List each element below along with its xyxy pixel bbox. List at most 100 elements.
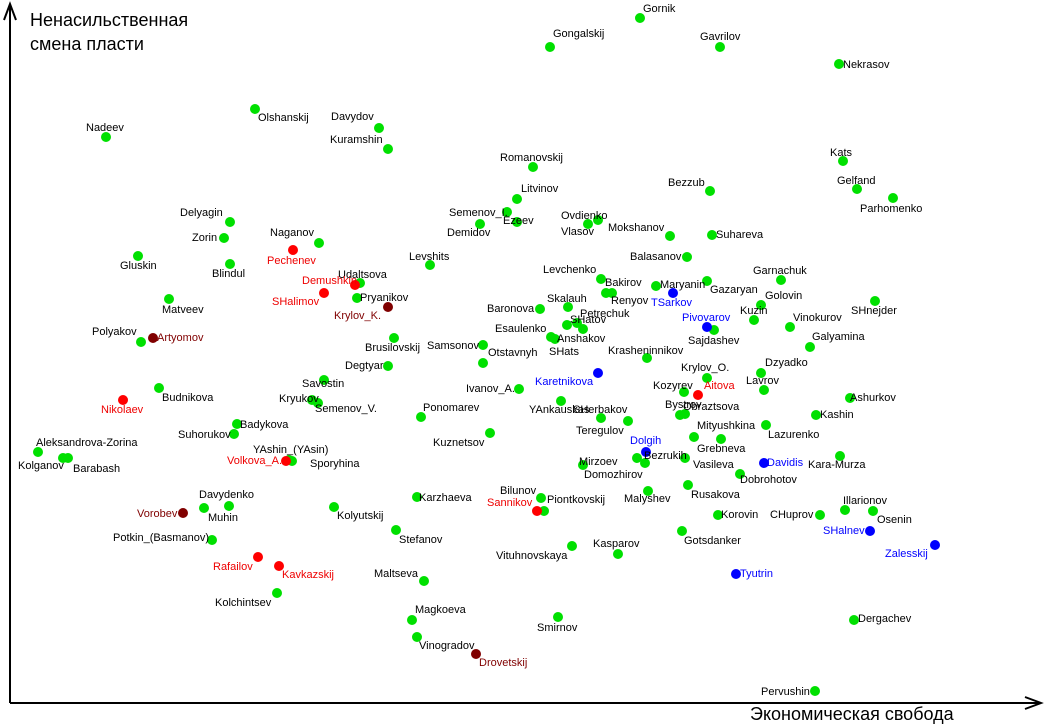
point bbox=[164, 294, 174, 304]
point bbox=[133, 251, 143, 261]
point-label: Aleksandrova-Zorina bbox=[36, 437, 138, 449]
point bbox=[563, 302, 573, 312]
point-label: Golovin bbox=[765, 290, 802, 302]
point bbox=[232, 419, 242, 429]
point-label: Samsonov bbox=[427, 340, 479, 352]
point-label: Stefanov bbox=[399, 534, 443, 546]
point-label: Karetnikova bbox=[535, 376, 594, 388]
point bbox=[632, 453, 642, 463]
point-label: Ezeev bbox=[503, 215, 534, 227]
point-label: Badykova bbox=[240, 419, 289, 431]
point-label: Pryanikov bbox=[360, 292, 409, 304]
point-label: Artyomov bbox=[157, 332, 204, 344]
point-label: Piontkovskij bbox=[547, 494, 605, 506]
point bbox=[419, 576, 429, 586]
point bbox=[849, 615, 859, 625]
point-label: Davydov bbox=[331, 111, 374, 123]
point bbox=[759, 458, 769, 468]
point bbox=[651, 281, 661, 291]
point-label: Bakirov bbox=[605, 277, 642, 289]
point-label: SHerbakov bbox=[573, 404, 628, 416]
point-label: Osenin bbox=[877, 514, 912, 526]
point-label: Matveev bbox=[162, 304, 204, 316]
point bbox=[556, 396, 566, 406]
point-label: Polyakov bbox=[92, 326, 137, 338]
point bbox=[815, 510, 825, 520]
point-label: Mirzoev bbox=[579, 456, 618, 468]
point-label: Vorobev bbox=[137, 508, 178, 520]
point-label: Naganov bbox=[270, 227, 315, 239]
point bbox=[535, 304, 545, 314]
point-label: Mityushkina bbox=[697, 420, 756, 432]
point-label: Gongalskij bbox=[553, 28, 604, 40]
point-label: Savostin bbox=[302, 378, 344, 390]
point bbox=[319, 375, 329, 385]
point-label: Dergachev bbox=[858, 613, 912, 625]
point bbox=[225, 259, 235, 269]
point bbox=[707, 230, 717, 240]
point bbox=[702, 276, 712, 286]
point-label: Gornik bbox=[643, 3, 676, 15]
point bbox=[407, 615, 417, 625]
point bbox=[33, 447, 43, 457]
point-label: Ivanov_A. bbox=[466, 383, 515, 395]
point bbox=[350, 280, 360, 290]
point-label: Gelfand bbox=[837, 175, 876, 187]
point-label: Gazaryan bbox=[710, 284, 758, 296]
point bbox=[512, 217, 522, 227]
point bbox=[805, 342, 815, 352]
point-label: CHuprov bbox=[770, 509, 814, 521]
point-label: SHnejder bbox=[851, 305, 897, 317]
point bbox=[250, 104, 260, 114]
point-label: Malyshev bbox=[624, 493, 671, 505]
point bbox=[374, 123, 384, 133]
point-label: Semenov_I. bbox=[449, 207, 508, 219]
point-label: Maryanin bbox=[660, 279, 705, 291]
point bbox=[716, 434, 726, 444]
point bbox=[199, 503, 209, 513]
x-axis-arrow bbox=[1024, 696, 1044, 710]
point-label: Pervushin bbox=[761, 686, 810, 698]
point-label: Smirnov bbox=[537, 622, 578, 634]
point bbox=[759, 385, 769, 395]
point-label: Demushkin bbox=[302, 275, 357, 287]
point bbox=[219, 233, 229, 243]
point bbox=[412, 492, 422, 502]
point-label: Muhin bbox=[208, 512, 238, 524]
point bbox=[148, 333, 158, 343]
point bbox=[475, 219, 485, 229]
point-label: Bezrukih bbox=[644, 450, 687, 462]
point-label: SHalimov bbox=[272, 296, 320, 308]
point bbox=[888, 193, 898, 203]
point bbox=[562, 320, 572, 330]
point-label: SHatov bbox=[570, 314, 607, 326]
point-label: Anshakov bbox=[557, 333, 606, 345]
point-label: Lavrov bbox=[746, 375, 780, 387]
point bbox=[705, 186, 715, 196]
point-label: Kryukov bbox=[279, 393, 319, 405]
point bbox=[668, 288, 678, 298]
point bbox=[225, 217, 235, 227]
point bbox=[512, 194, 522, 204]
point bbox=[811, 410, 821, 420]
point bbox=[154, 383, 164, 393]
point bbox=[680, 453, 690, 463]
point bbox=[478, 340, 488, 350]
point-label: Semenov_V. bbox=[315, 403, 377, 415]
point-label: Gluskin bbox=[120, 260, 157, 272]
point-label: Nekrasov bbox=[843, 59, 890, 71]
point-label: Aitova bbox=[704, 380, 735, 392]
point-label: Nadeev bbox=[86, 122, 124, 134]
point bbox=[641, 447, 651, 457]
point-label: Renyov bbox=[611, 295, 649, 307]
point bbox=[532, 506, 542, 516]
point-label: Galyamina bbox=[812, 331, 865, 343]
point-label: Levshits bbox=[409, 251, 450, 263]
point bbox=[834, 59, 844, 69]
point bbox=[471, 649, 481, 659]
point-label: Krylov_O. bbox=[681, 362, 729, 374]
point-label: Brusilovskij bbox=[365, 342, 420, 354]
point bbox=[713, 510, 723, 520]
point bbox=[785, 322, 795, 332]
